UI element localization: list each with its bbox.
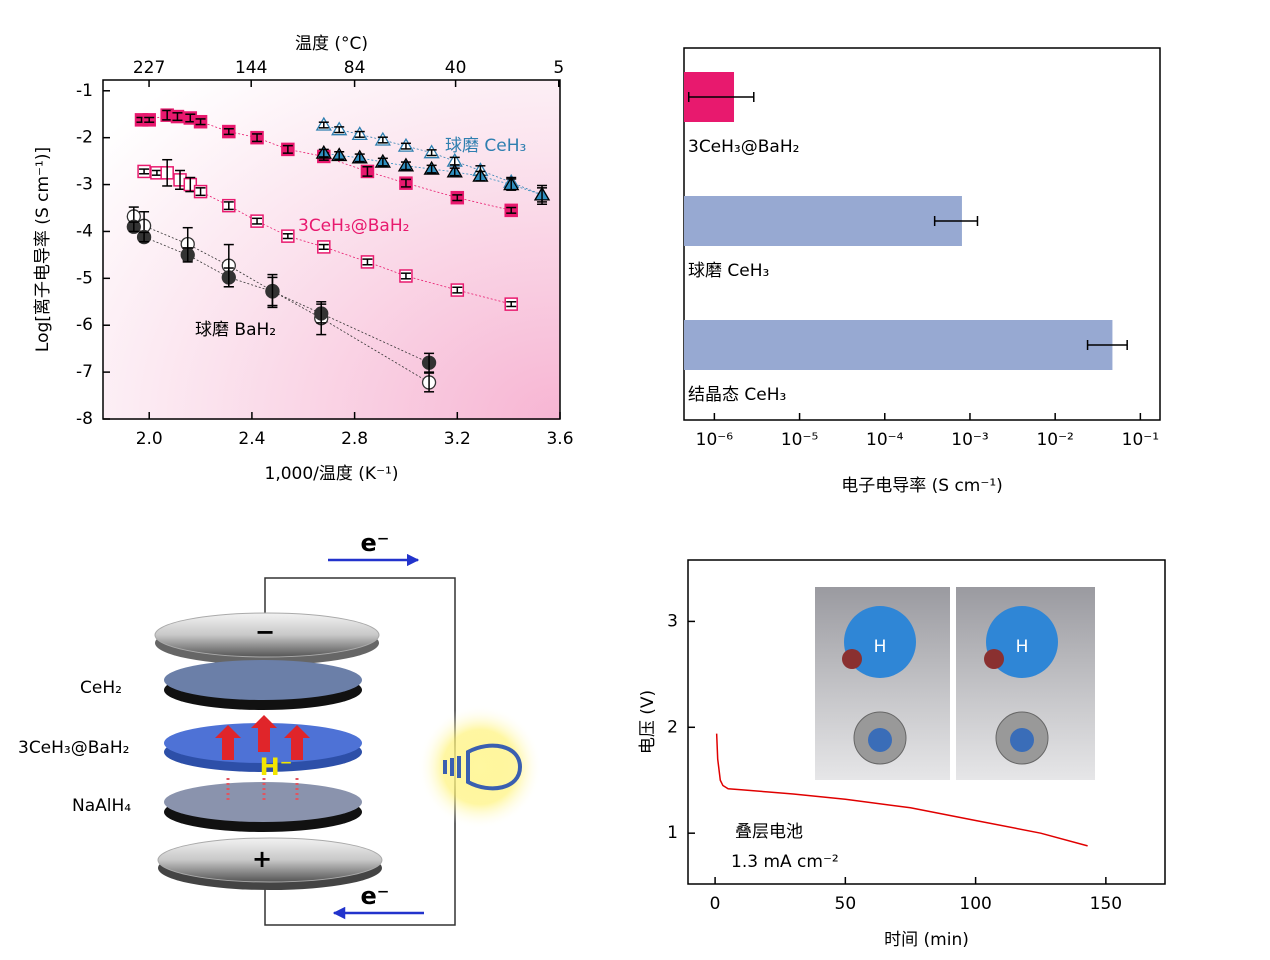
x2-tick-label: 40 [445,58,467,78]
layer-label: CeH₂ [80,678,122,698]
cell-logo [868,728,892,752]
y-tick-label: -7 [76,362,93,382]
y-tick-label: -5 [76,268,93,288]
y-tick-label: -3 [76,175,93,195]
y-tick-label: -4 [76,221,93,241]
x-tick-label: 100 [959,894,991,914]
x-tick-label: 10⁻¹ [1122,430,1159,450]
voltage-line [715,733,1088,847]
ion-arrows [215,715,310,760]
anode-layer [164,782,362,822]
plot-frame [687,559,1166,885]
x-tick-label: 50 [835,894,857,914]
x-tick-label: 2.8 [341,429,368,449]
electron-label: e⁻ [361,882,390,910]
x-tick-label: 0 [710,894,721,914]
annotation: 球磨 BaH₂ [195,320,276,340]
category-label: 球磨 CeH₃ [688,261,769,281]
bulb-icon [443,743,523,791]
ion-trail [226,778,299,802]
x2-tick-label: 144 [235,58,267,78]
x2-tick-label: 84 [344,58,366,78]
bulb-glow [418,705,542,829]
x-tick-label: 3.6 [546,429,573,449]
y-tick-label: 2 [667,717,678,737]
y-tick-label: -8 [76,409,93,429]
x2-axis-label: 温度 (°C) [295,34,368,54]
x-tick-label: 10⁻⁶ [696,430,734,450]
annotation: 叠层电池 [735,822,803,842]
y-tick-label: -2 [76,128,93,148]
x-tick-label: 10⁻² [1036,430,1073,450]
y-axis-label: Log[离子电导率 (S cm⁻¹)] [33,147,53,352]
inset-photos: H H [815,587,1095,780]
plus-sign: + [252,845,272,873]
x2-tick-label: 227 [133,58,165,78]
hydride-label: H⁻ [260,753,293,781]
x-tick-label: 3.2 [444,429,471,449]
x-tick-label: 10⁻⁵ [781,430,818,450]
bar [684,196,962,246]
sphere [986,606,1058,678]
category-label: 结晶态 CeH₃ [688,385,786,405]
plot-background [103,80,560,420]
y-tick-label: 1 [667,823,678,843]
layer-label: 3CeH₃@BaH₂ [18,738,129,758]
x-tick-label: 150 [1090,894,1122,914]
x-axis-label: 时间 (min) [884,930,969,950]
electron-label: e⁻ [361,529,390,557]
y-tick-label: -1 [76,81,93,101]
battery-diagram: e⁻ e⁻ − H⁻ + CeH₂ 3CeH₃@BaH₂ NaAlH₄ [18,529,542,926]
annotation: 球磨 CeH₃ [445,136,526,156]
cell-logo [1010,728,1034,752]
positive-electrode [157,837,383,883]
x-axis-label: 1,000/温度 (K⁻¹) [265,464,399,484]
sphere-letter: H [1016,637,1029,657]
sphere [844,606,916,678]
x-tick-label: 2.0 [136,429,163,449]
x-axis-label: 电子电导率 (S cm⁻¹) [841,476,1003,496]
y-tick-label: 3 [667,611,678,631]
y-tick-label: -6 [76,315,93,335]
x-tick-label: 10⁻³ [951,430,988,450]
annotation: 3CeH₃@BaH₂ [298,216,409,236]
bar [684,320,1113,370]
minus-sign: − [255,618,275,646]
led [842,649,862,669]
annotation: 1.3 mA cm⁻² [731,852,839,872]
x-tick-label: 10⁻⁴ [866,430,904,450]
cathode-layer [164,660,362,700]
x2-tick-label: 5 [553,58,564,78]
category-label: 3CeH₃@BaH₂ [688,137,799,157]
layer-label: NaAlH₄ [72,796,131,816]
series-line [323,152,543,196]
x-tick-label: 2.4 [238,429,265,449]
sphere-letter: H [874,637,887,657]
negative-electrode [154,612,380,658]
plot-frame [102,79,561,420]
led [984,649,1004,669]
y-axis-label: 电压 (V) [638,690,658,754]
